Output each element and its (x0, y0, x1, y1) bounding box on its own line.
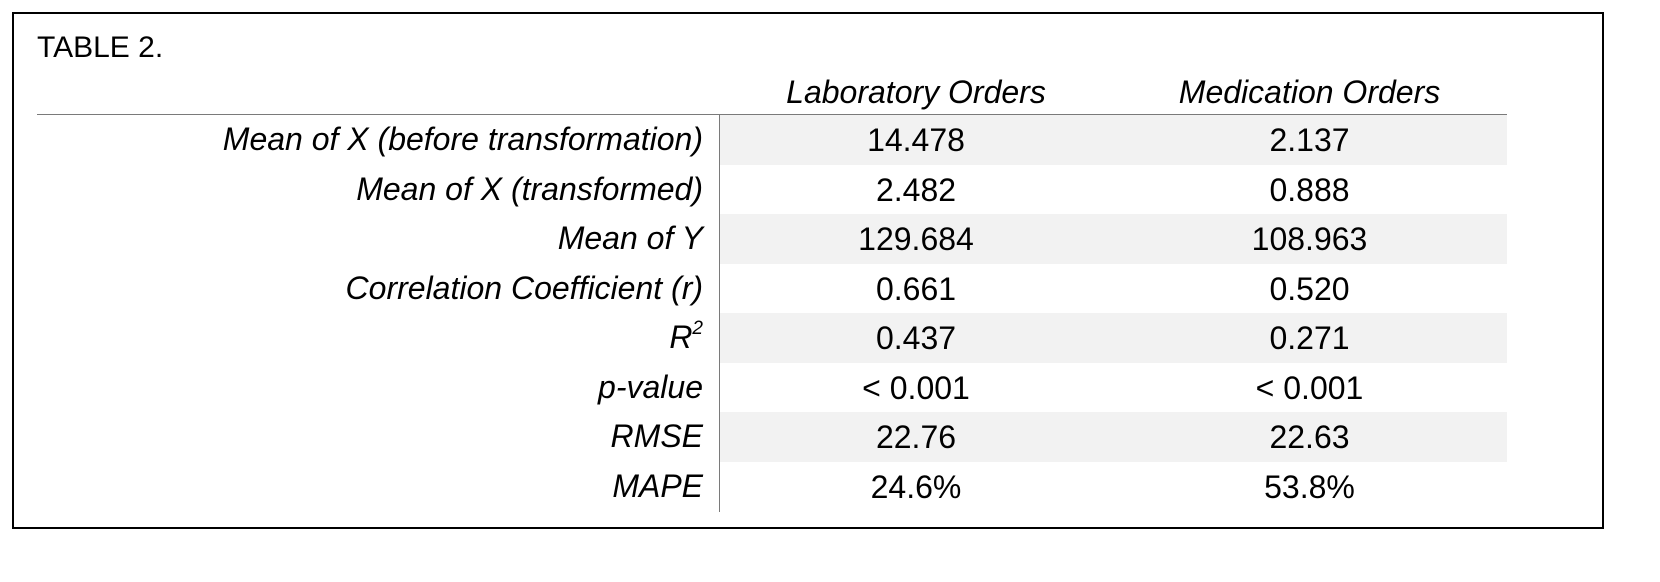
header-divider (37, 114, 1507, 115)
row-shading (720, 214, 1507, 264)
laboratory-orders-value: < 0.001 (862, 369, 970, 406)
column-header-laboratory-orders: Laboratory Orders (786, 74, 1046, 110)
laboratory-orders-value: 0.437 (875, 320, 957, 356)
laboratory-orders-value: 22.76 (875, 419, 957, 455)
table-row: MAPE 24.6% 53.8% (37, 462, 1507, 512)
table-row: Mean of X (before transformation) 14.478… (37, 115, 1507, 165)
row-label: Mean of X (before transformation) (222, 121, 703, 157)
row-shading (720, 313, 1507, 363)
row-label: MAPE (612, 467, 703, 504)
laboratory-orders-value: 129.684 (858, 221, 974, 257)
table-row: Correlation Coefficient (r) 0.661 0.520 (37, 264, 1507, 314)
table-row: p-value < 0.001 < 0.001 (37, 363, 1507, 413)
laboratory-orders-value: 24.6% (870, 468, 962, 505)
table-row: RMSE 22.76 22.63 (37, 412, 1507, 462)
table-caption: TABLE 2. (37, 31, 164, 64)
row-shading (720, 412, 1507, 462)
laboratory-orders-value: 0.661 (875, 270, 957, 307)
table-row: R2 0.437 0.271 (37, 313, 1507, 363)
label-column-divider (719, 115, 720, 512)
medication-orders-value: 53.8% (1264, 468, 1355, 505)
table-row: Mean of Y 129.684 108.963 (37, 214, 1507, 264)
row-label: Correlation Coefficient (r) (345, 269, 703, 306)
row-label: RMSE (610, 418, 703, 454)
medication-orders-value: < 0.001 (1255, 369, 1364, 406)
medication-orders-value: 22.63 (1269, 419, 1350, 455)
table-frame (12, 12, 1604, 529)
row-label: p-value (598, 368, 703, 405)
row-label: Mean of X (transformed) (356, 170, 703, 207)
table-row: Mean of X (transformed) 2.482 0.888 (37, 165, 1507, 215)
medication-orders-value: 0.271 (1269, 320, 1350, 356)
laboratory-orders-value: 14.478 (867, 122, 965, 158)
row-shading (720, 115, 1507, 165)
laboratory-orders-value: 2.482 (875, 171, 957, 208)
row-label-superscript: 2 (692, 318, 703, 340)
table-body: Mean of X (before transformation) 14.478… (37, 115, 1507, 511)
medication-orders-value: 108.963 (1251, 221, 1368, 257)
medication-orders-value: 0.888 (1269, 171, 1350, 208)
medication-orders-value: 2.137 (1269, 122, 1350, 158)
medication-orders-value: 0.520 (1269, 270, 1350, 307)
row-label-text: R (669, 319, 693, 355)
row-label: R2 (37, 313, 703, 363)
row-label: Mean of Y (557, 220, 703, 256)
column-header-medication-orders: Medication Orders (1178, 74, 1441, 110)
